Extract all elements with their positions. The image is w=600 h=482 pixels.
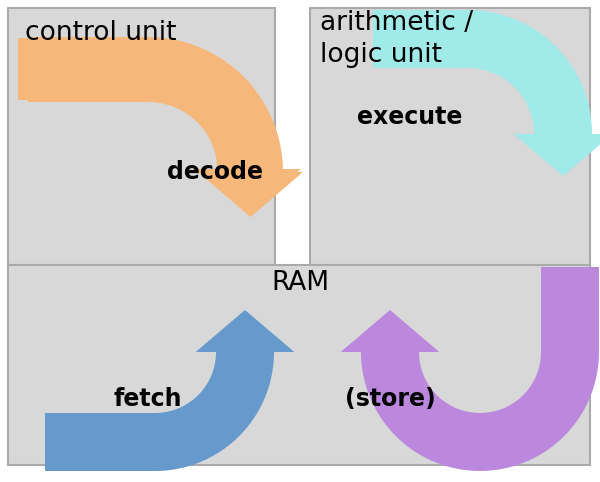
Polygon shape [341,267,599,471]
Text: decode: decode [167,160,263,184]
Polygon shape [28,37,303,217]
Polygon shape [18,38,301,214]
Text: RAM: RAM [271,270,329,296]
Text: execute: execute [358,105,463,129]
Text: control unit: control unit [25,20,176,46]
Text: fetch: fetch [114,387,182,411]
Polygon shape [373,10,600,176]
FancyBboxPatch shape [310,8,590,265]
Polygon shape [45,310,295,471]
Text: (store): (store) [344,387,436,411]
FancyBboxPatch shape [8,265,590,465]
FancyBboxPatch shape [8,8,275,265]
Text: arithmetic /
logic unit: arithmetic / logic unit [320,10,473,68]
